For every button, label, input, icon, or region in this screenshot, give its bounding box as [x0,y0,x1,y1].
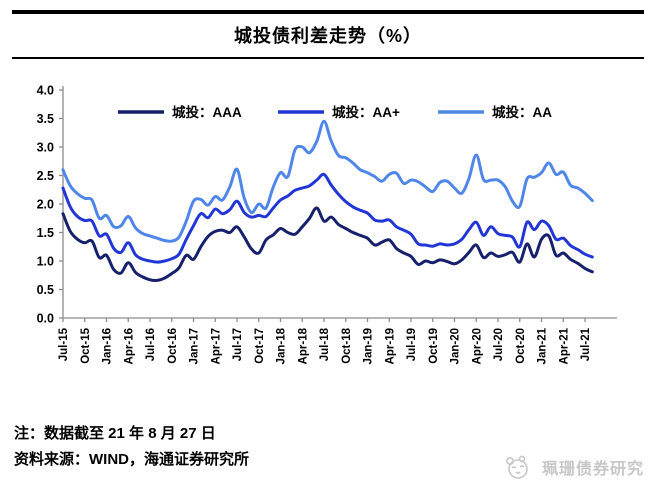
x-tick-label: Jan-19 [363,328,375,364]
x-tick-label: Apr-17 [210,328,222,364]
x-tick-label: Apr-18 [297,327,309,364]
y-tick-label: 3.0 [37,141,54,155]
chart-area: 0.0 0.5 1.0 1.5 2.0 2.5 3.0 3.5 4.0 Jul-15 Oct-15 J… [0,56,654,401]
legend-label-aa-plus: 城投：AA+ [332,104,400,120]
y-tick-label: 0.5 [37,283,54,297]
y-tick-label: 3.5 [37,112,54,126]
x-tick-label: Apr-16 [123,328,135,364]
x-tick-label: Jul-18 [319,327,331,361]
watermark: 珮珊债券研究 [502,453,644,481]
chart-title: 城投债利差走势（%） [233,26,422,46]
x-tick-label: Jul-17 [232,328,244,361]
footnotes: 注：数据截至 21 年 8 月 27 日 资料来源：WIND，海通证券研究所 [14,421,249,474]
y-tick-label: 2.0 [37,198,54,212]
y-tick-label: 0.0 [37,312,54,326]
series-line-aa-plus [61,172,594,264]
x-tick-label: Oct-19 [428,328,440,364]
x-tick-label: Jul-15 [58,327,70,361]
series-line-aa [61,119,594,243]
legend-label-aa: 城投：AA [492,104,552,120]
x-tick-label: Apr-21 [558,327,570,364]
x-tick-label: Jul-21 [580,327,592,361]
legend-item-aa-plus: 城投：AA+ [278,104,400,120]
x-tick-label: Apr-20 [471,328,483,364]
figure-title-band: 城投债利差走势（%） [12,10,644,59]
x-tick-label: Oct-15 [80,327,92,363]
x-tick-label: Jul-16 [145,328,157,361]
note-source: 资料来源：WIND，海通证券研究所 [14,451,249,469]
y-tick-label: 4.0 [37,84,54,98]
y-tick-label: 1.5 [37,226,54,240]
x-tick-label: Jan-18 [276,327,288,364]
y-tick-label: 2.5 [37,169,54,183]
panda-logo-icon [505,455,528,479]
series-line-aaa [61,206,594,283]
x-tick-label: Jan-16 [102,328,114,364]
x-tick-label: Jan-17 [189,328,201,364]
legend-item-aaa: 城投：AAA [118,104,242,120]
x-tick-label: Oct-16 [167,328,179,364]
x-tick-label: Oct-20 [515,328,527,364]
x-tick-label: Oct-17 [254,328,266,364]
spread-line-chart: 0.0 0.5 1.0 1.5 2.0 2.5 3.0 3.5 4.0 Jul-15 Oct-15 J… [37,84,617,364]
watermark-text: 珮珊债券研究 [541,461,644,478]
legend-item-aa: 城投：AA [438,104,552,120]
x-tick-label: Jan-21 [537,327,549,364]
x-tick-label: Apr-19 [384,328,396,364]
note-data-cutoff: 注：数据截至 21 年 8 月 27 日 [14,425,216,442]
legend-label-aaa: 城投：AAA [172,104,242,120]
x-tick-label: Oct-18 [341,327,353,363]
x-tick-label: Jan-20 [450,328,462,364]
y-tick-label: 1.0 [37,255,54,269]
x-tick-label: Jul-20 [493,328,505,361]
x-tick-label: Jul-19 [406,328,418,361]
